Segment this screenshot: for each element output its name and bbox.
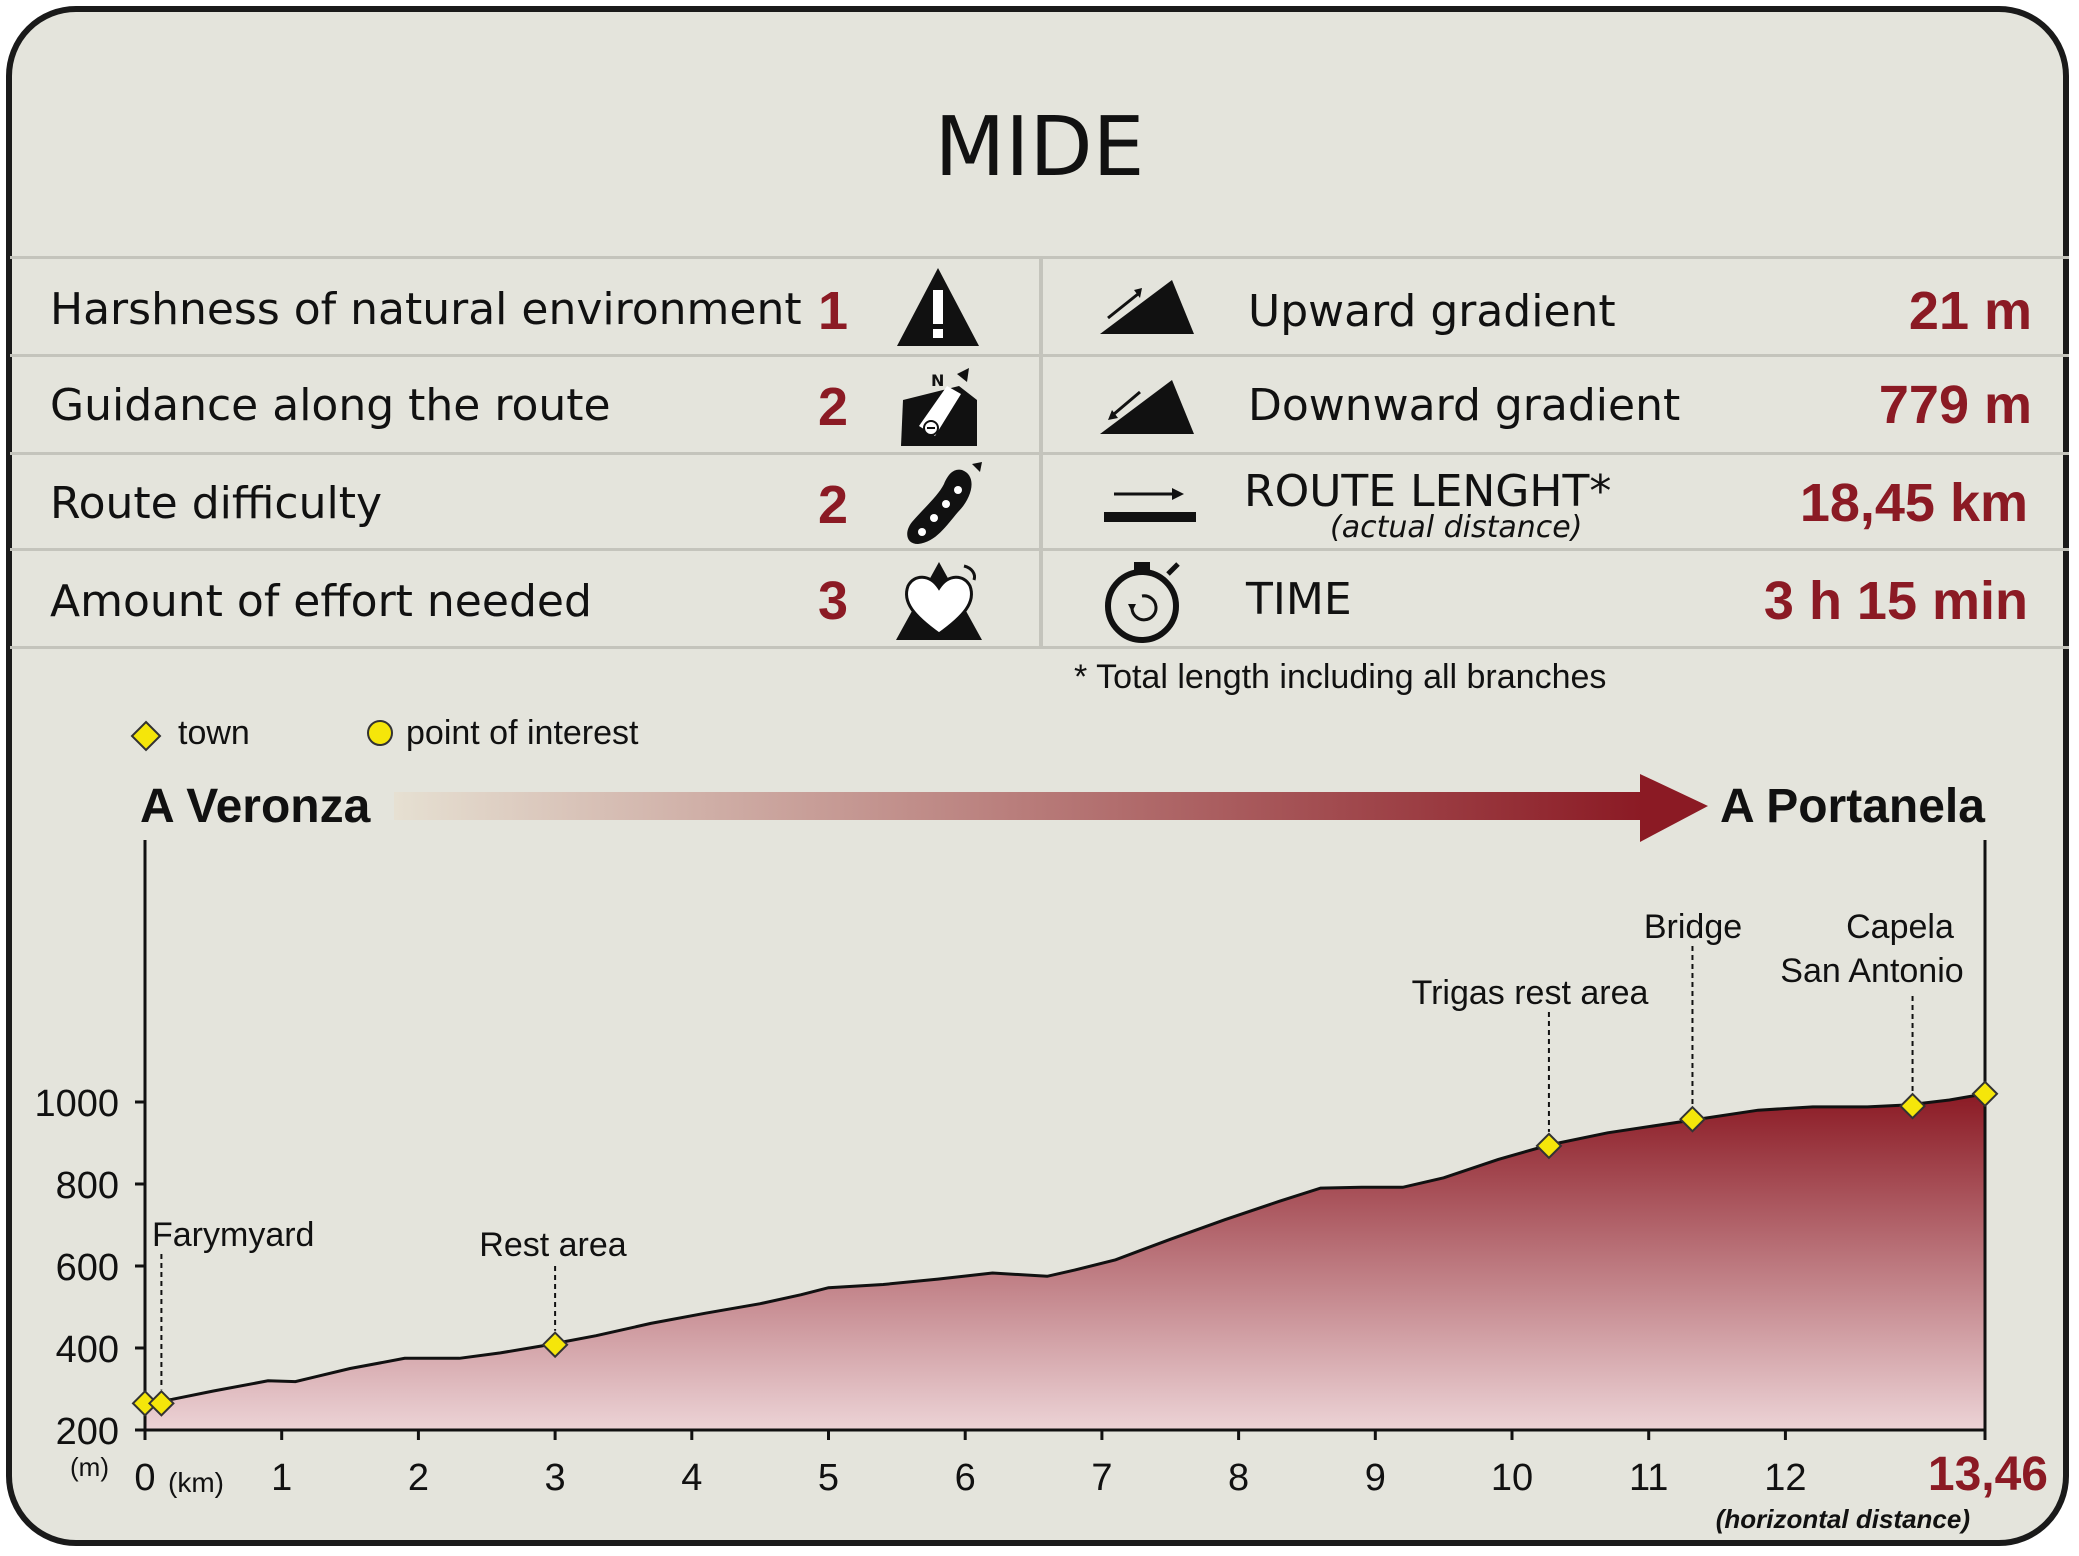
harshness-label: Harshness of natural environment	[50, 284, 802, 335]
footnote: * Total length including all branches	[1074, 658, 1607, 696]
upward-gradient-label: Upward gradient	[1248, 286, 1616, 337]
guidance-value: 2	[818, 377, 849, 437]
x-tick-label: 3	[545, 1457, 566, 1499]
town-marker	[1679, 1105, 1706, 1133]
x-tick-label: 0	[134, 1457, 155, 1499]
column-divider	[1039, 258, 1043, 648]
annotation-label: Capela	[1846, 908, 1954, 946]
x-tick-label: 1	[271, 1457, 292, 1499]
legend-town-marker	[130, 720, 162, 752]
route-length-value: 18,45 km	[1799, 473, 2028, 533]
downward-gradient-value: 779 m	[1878, 375, 2032, 435]
route-start-label: A Veronza	[140, 780, 371, 833]
y-tick-label: 600	[56, 1247, 119, 1289]
x-tick-label: 6	[955, 1457, 976, 1499]
route-direction-arrow-shaft	[394, 792, 1644, 820]
difficulty-label: Route difficulty	[50, 478, 382, 529]
route-length-sublabel: (actual distance)	[1330, 510, 1583, 545]
time-value: 3 h 15 min	[1763, 571, 2028, 631]
harshness-value: 1	[818, 281, 849, 341]
x-tick-label: 10	[1491, 1457, 1533, 1499]
y-tick-label: 800	[56, 1165, 119, 1207]
effort-value: 3	[818, 571, 849, 631]
difficulty-value: 2	[818, 475, 849, 535]
town-marker	[1971, 1080, 1999, 1108]
elevation-line	[144, 1092, 1986, 1405]
table-top-divider	[10, 256, 2069, 259]
annotation-label: Trigas rest area	[1412, 974, 1649, 1012]
x-tick-label: 5	[818, 1457, 839, 1499]
downward-gradient-icon	[1100, 380, 1194, 434]
x-tick-label: 11	[1629, 1457, 1668, 1499]
time-label: TIME	[1246, 574, 1352, 625]
annotation-label: Rest area	[479, 1226, 626, 1264]
x-tick-label: 12	[1764, 1457, 1806, 1499]
stopwatch-icon	[1105, 562, 1180, 643]
route-direction-arrow-head	[1640, 774, 1708, 842]
route-length-label: ROUTE LENGHT*	[1244, 466, 1612, 517]
town-marker	[541, 1331, 569, 1359]
town-marker	[1899, 1092, 1926, 1120]
x-tick-label: 7	[1091, 1457, 1112, 1499]
annotation-label: Farymyard	[152, 1216, 314, 1254]
y-tick-label: 1000	[34, 1083, 119, 1125]
page-title: MIDE	[934, 100, 1145, 195]
x-end-label: 13,46	[1928, 1448, 2048, 1501]
upward-gradient-value: 21 m	[1908, 281, 2032, 341]
annotation-label: Bridge	[1644, 908, 1742, 946]
x-tick-label: 4	[681, 1457, 702, 1499]
x-end-note: (horizontal distance)	[1716, 1504, 1970, 1534]
route-end-label: A Portanela	[1720, 780, 1985, 833]
route-length-icon	[1104, 488, 1196, 522]
x-tick-label: 2	[408, 1457, 429, 1499]
x-tick-label: 8	[1228, 1457, 1249, 1499]
warning-triangle-icon	[897, 268, 979, 346]
svg-text:N: N	[931, 371, 944, 390]
x-unit-label: (km)	[168, 1467, 224, 1498]
legend-poi-marker	[367, 720, 393, 746]
town-marker	[147, 1389, 175, 1417]
y-tick-label: 200	[56, 1411, 119, 1453]
effort-label: Amount of effort needed	[50, 576, 592, 627]
x-tick-label: 9	[1365, 1457, 1386, 1499]
annotation-label: San Antonio	[1780, 952, 1963, 990]
downward-gradient-label: Downward gradient	[1248, 380, 1681, 431]
legend-town-label: town	[178, 714, 250, 752]
y-unit-label: (m)	[70, 1452, 109, 1482]
legend-poi-label: point of interest	[406, 714, 639, 752]
y-tick-label: 400	[56, 1329, 119, 1371]
town-marker	[1535, 1132, 1563, 1160]
guidance-label: Guidance along the route	[50, 380, 611, 431]
elevation-area	[145, 1093, 1985, 1430]
footprint-icon	[907, 462, 982, 544]
upward-gradient-icon	[1100, 280, 1194, 334]
compass-map-icon: N	[901, 368, 977, 446]
heart-mountain-icon	[896, 562, 982, 640]
